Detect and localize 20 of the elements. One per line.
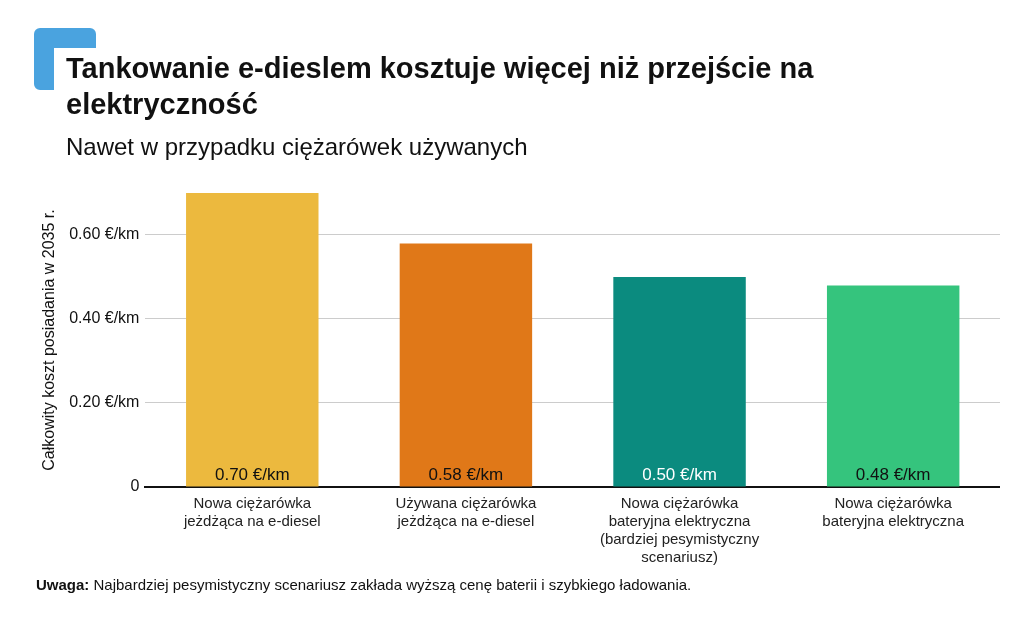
bar xyxy=(399,243,533,487)
y-tick-label: 0.40 €/km xyxy=(69,309,140,327)
data-label: 0.58 €/km xyxy=(428,464,504,484)
chart-subtitle: Nawet w przypadku ciężarówek używanych xyxy=(66,133,528,161)
bar xyxy=(186,193,319,487)
y-tick-label: 0.20 €/km xyxy=(69,393,140,411)
x-tick-label: Nowa ciężarówka bateryjna elektryczna xyxy=(822,494,965,530)
x-tick-label: Używana ciężarówka jeżdżąca na e-diesel xyxy=(395,494,538,530)
text: Uwaga: Najbardziej pesymistyczny scenariusz zakłada wyższą cenę baterii i szybkiego ładowania. xyxy=(36,576,692,593)
data-label: 0.70 €/km xyxy=(214,464,290,484)
chart-title: Tankowanie e-dieslem kosztuje więcej niż przejście na elektryczność xyxy=(66,51,815,122)
bar xyxy=(826,285,960,487)
x-tick-label: Nowa ciężarówka bateryjna elektryczna (bardziej pesymistyczny scenariusz) xyxy=(599,494,760,566)
y-axis-title: Całkowity koszt posiadania w 2035 r. xyxy=(40,209,58,471)
data-label: 0.48 €/km xyxy=(855,464,931,484)
y-tick-label: 0 xyxy=(130,477,140,495)
data-label: 0.50 €/km xyxy=(642,464,717,484)
bar xyxy=(613,277,746,487)
x-tick-label: Nowa ciężarówka jeżdżąca na e-diesel xyxy=(182,494,321,530)
y-tick-label: 0.60 €/km xyxy=(69,225,140,243)
